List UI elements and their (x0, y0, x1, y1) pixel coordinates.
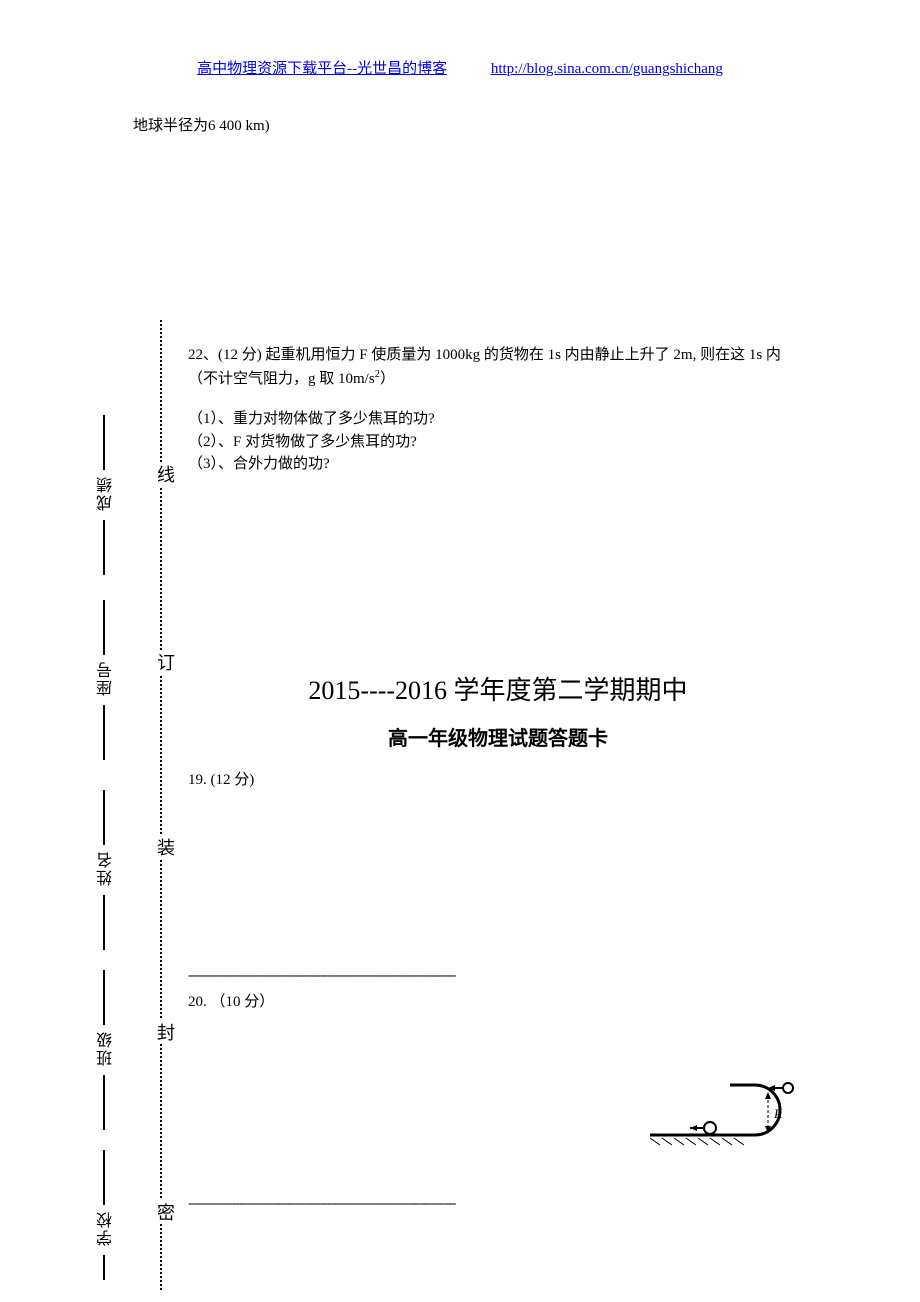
seal-char-mi: 密 (152, 1200, 178, 1224)
vline-class-top (103, 970, 105, 1025)
arrow-left-head (690, 1125, 697, 1131)
seal-char-xian: 线 (152, 462, 178, 486)
seal-char-feng: 封 (152, 1020, 178, 1044)
question-19: 19. (12 分) (188, 768, 254, 789)
hatch-1 (650, 1138, 660, 1145)
sub-title: 高一年级物理试题答题卡 (188, 722, 808, 751)
vline-seat-top (103, 600, 105, 655)
label-school: 学校 (95, 1210, 119, 1246)
hatch-3 (674, 1138, 684, 1145)
hatch-8 (734, 1138, 744, 1145)
hatch-2 (662, 1138, 672, 1145)
ball-top (783, 1083, 793, 1093)
question-22-sub1: （1）、重力对物体做了多少焦耳的功? (188, 408, 808, 431)
question-22-subs: （1）、重力对物体做了多少焦耳的功? （2）、F 对货物做了多少焦耳的功? （3… (188, 408, 808, 476)
earth-radius-text: 地球半径为6 400 km) (133, 114, 270, 135)
answer-card-title-section: 2015----2016 学年度第二学期期中 高一年级物理试题答题卡 (188, 670, 808, 751)
vline-school-bottom (103, 1255, 105, 1280)
hatch-4 (686, 1138, 696, 1145)
main-title: 2015----2016 学年度第二学期期中 (188, 670, 808, 707)
radius-label: R (773, 1106, 782, 1121)
radius-arrow-top (765, 1092, 771, 1099)
vline-name-top (103, 790, 105, 845)
hatch-6 (710, 1138, 720, 1145)
question-22-main: 22、(12 分) 起重机用恒力 F 使质量为 1000kg 的货物在 1s 内… (188, 344, 808, 390)
divider-1: ----------------------------------------… (188, 968, 788, 984)
page-header: 高中物理资源下载平台--光世昌的博客 http://blog.sina.com.… (0, 57, 920, 78)
physics-diagram: R (650, 1080, 795, 1150)
hatch-7 (722, 1138, 732, 1145)
vline-class-bottom (103, 1075, 105, 1130)
question-20: 20. （10 分） (188, 990, 274, 1011)
question-22-sub2: （2）、F 对货物做了多少焦耳的功? (188, 431, 808, 454)
question-22-sub3: （3）、合外力做的功? (188, 453, 808, 476)
header-link-url[interactable]: http://blog.sina.com.cn/guangshichang (491, 61, 723, 77)
ball-bottom (704, 1122, 716, 1134)
label-seat: 座号 (95, 660, 119, 696)
header-link-blog[interactable]: 高中物理资源下载平台--光世昌的博客 (197, 61, 447, 77)
seal-char-ding: 订 (152, 650, 178, 674)
vline-score-bottom (103, 520, 105, 575)
label-score: 成绩 (95, 475, 119, 511)
vline-seat-bottom (103, 705, 105, 760)
label-name: 姓名 (95, 850, 119, 886)
vline-school-top (103, 1150, 105, 1205)
vline-score-top (103, 415, 105, 470)
divider-2: ----------------------------------------… (188, 1196, 788, 1212)
question-22: 22、(12 分) 起重机用恒力 F 使质量为 1000kg 的货物在 1s 内… (188, 344, 808, 476)
vline-name-bottom (103, 895, 105, 950)
label-class: 班级 (95, 1030, 119, 1066)
binding-margin-labels: 成绩 座号 姓名 班级 学校 (95, 320, 115, 1280)
hatch-5 (698, 1138, 708, 1145)
seal-char-zhuang: 装 (152, 835, 178, 859)
